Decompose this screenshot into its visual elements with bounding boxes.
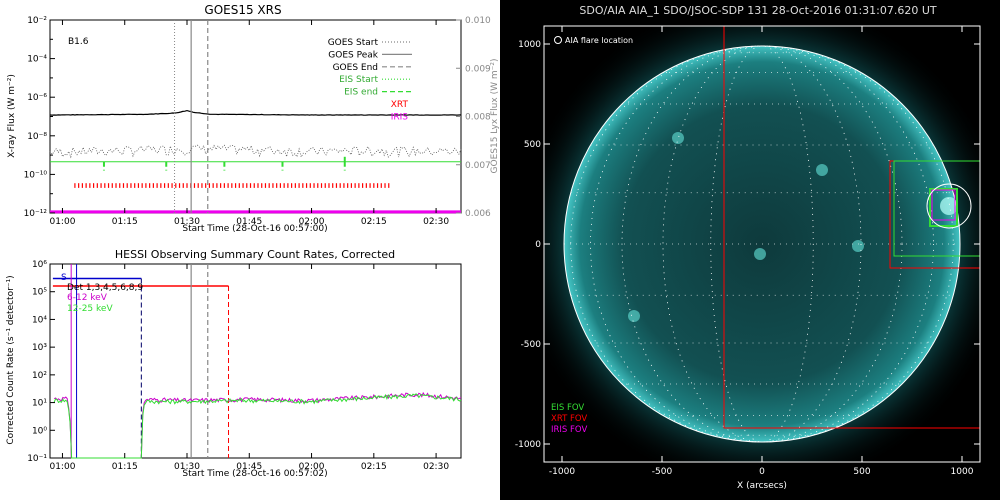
aia-y-tick-label: -1000 xyxy=(515,440,541,450)
aia-x-tick-label: -1000 xyxy=(549,467,575,477)
goes-y-label: X-ray Flux (W m⁻²) xyxy=(7,74,17,158)
goes-legend-label: IRIS xyxy=(391,112,409,122)
hessi-panel: HESSI Observing Summary Count Rates, Cor… xyxy=(6,248,461,479)
goes-y2-tick-label: 0.009 xyxy=(465,64,491,74)
goes-x-tick-label: 02:15 xyxy=(361,217,387,227)
goes-y-tick-label: 10⁻⁶ xyxy=(27,93,47,103)
goes-y-tick-label: 10⁻¹² xyxy=(24,209,48,219)
aia-x-tick-label: 500 xyxy=(853,467,870,477)
hessi-y-tick-label: 10⁰ xyxy=(32,426,47,436)
aia-y-tick-label: 500 xyxy=(524,140,541,150)
aia-x-label: X (arcsecs) xyxy=(737,481,787,491)
hessi-annotation-label: 12-25 keV xyxy=(67,304,113,314)
hessi-y-tick-label: 10³ xyxy=(32,343,47,353)
goes-legend-label: XRT xyxy=(391,100,409,110)
aia-y-tick-label: -500 xyxy=(521,340,542,350)
aia-fov-legend-label: XRT FOV xyxy=(551,414,587,424)
goes-y2-tick-label: 0.010 xyxy=(465,16,491,26)
goes-legend-label: EIS Start xyxy=(339,75,378,85)
goes-x-tick-label: 01:00 xyxy=(49,217,75,227)
hessi-y-tick-label: 10⁵ xyxy=(32,288,47,298)
aia-panel: SDO/AIA AIA_1 SDO/JSOC-SDP 131 28-Oct-20… xyxy=(515,0,1000,492)
aia-fov-legend-label: EIS FOV xyxy=(551,403,584,413)
goes-y2-tick-label: 0.007 xyxy=(465,161,491,171)
goes-y2-tick-label: 0.006 xyxy=(465,209,491,219)
aia-image xyxy=(515,0,1000,492)
goes-legend-label: GOES End xyxy=(333,63,378,73)
aia-x-tick-label: 0 xyxy=(759,467,765,477)
goes-y-tick-label: 10⁻¹⁰ xyxy=(24,170,48,180)
aia-fov-legend-label: IRIS FOV xyxy=(551,425,587,435)
hessi-annotation-label: Det 1,3,4,5,6,8,9 xyxy=(67,283,143,293)
goes-x-label: Start Time (28-Oct-16 00:57:00) xyxy=(182,224,327,234)
hessi-y-tick-label: 10² xyxy=(32,371,47,381)
aia-x-tick-label: 1000 xyxy=(951,467,974,477)
hessi-y-tick-label: 10⁴ xyxy=(32,315,47,325)
goes-xrs-panel: GOES15 XRS 10⁻² 10⁻⁴ 10⁻⁶ 10⁻⁸ 10⁻¹⁰ 10⁻¹² 0.… xyxy=(7,3,500,234)
hessi-annotation-label: S xyxy=(61,273,67,283)
aia-image-layer xyxy=(515,0,1000,492)
hessi-y-tick-label: 10⁻¹ xyxy=(27,454,47,464)
hessi-x-tick-label: 01:15 xyxy=(112,462,138,472)
goes-y-tick-label: 10⁻⁴ xyxy=(27,55,47,65)
aia-y-tick-label: 0 xyxy=(535,240,541,250)
hessi-y-tick-label: 10⁶ xyxy=(32,260,47,270)
hessi-plot-frame xyxy=(50,264,461,458)
goes-y2-tick-label: 0.008 xyxy=(465,113,491,123)
hessi-x-tick-label: 01:00 xyxy=(49,462,75,472)
aia-flare-legend-label: AIA flare location xyxy=(565,36,633,45)
goes-legend-label: GOES Start xyxy=(328,38,379,48)
hessi-x-tick-label: 02:30 xyxy=(423,462,449,472)
hessi-title: HESSI Observing Summary Count Rates, Cor… xyxy=(115,248,395,261)
hessi-y-label: Corrected Count Rate (s⁻¹ detector⁻¹) xyxy=(6,275,16,444)
goes-legend-label: GOES Peak xyxy=(328,50,378,60)
hessi-y-tick-label: 10¹ xyxy=(32,399,47,409)
goes-title: GOES15 XRS xyxy=(204,3,281,17)
goes-x-tick-label: 02:30 xyxy=(423,217,449,227)
aia-bright-region xyxy=(852,240,864,252)
hessi-x-label: Start Time (28-Oct-16 00:57:02) xyxy=(182,469,327,479)
goes-legend-label: EIS end xyxy=(344,88,378,98)
goes-y-tick-label: 10⁻⁸ xyxy=(27,132,47,142)
goes-y-tick-label: 10⁻² xyxy=(27,16,47,26)
aia-bright-region xyxy=(672,132,684,144)
aia-bright-region xyxy=(754,248,766,260)
goes-y2-label: GOES15 Lyx Flux (W m⁻²) xyxy=(490,59,500,174)
aia-y-tick-label: 1000 xyxy=(518,40,541,50)
hessi-x-tick-label: 02:15 xyxy=(361,462,387,472)
aia-bright-region xyxy=(816,164,828,176)
aia-title: SDO/AIA AIA_1 SDO/JSOC-SDP 131 28-Oct-20… xyxy=(579,4,937,17)
goes-class-annotation: B1.6 xyxy=(68,37,89,47)
hessi-annotation-label: 6-12 keV xyxy=(67,293,108,303)
aia-x-tick-label: -500 xyxy=(652,467,673,477)
goes-x-tick-label: 01:15 xyxy=(112,217,138,227)
aia-bright-region xyxy=(628,310,640,322)
